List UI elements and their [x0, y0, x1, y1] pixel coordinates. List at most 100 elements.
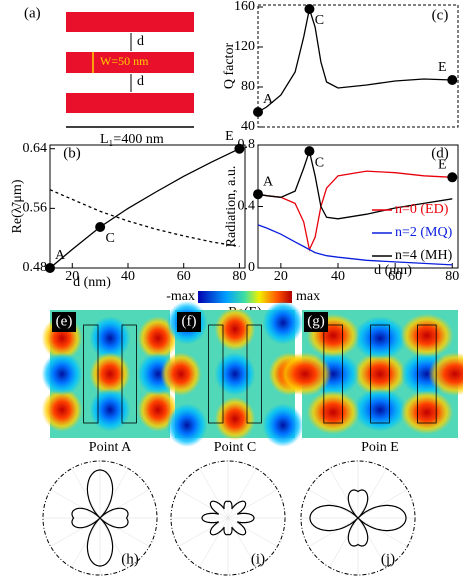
field-lobe — [400, 390, 454, 435]
polar-grid — [308, 517, 359, 547]
polar-grid — [71, 468, 101, 519]
y-tick-label: 40 — [241, 119, 255, 134]
rod — [66, 12, 194, 32]
polar-grid — [329, 517, 359, 568]
label: W=50 nm — [100, 54, 149, 68]
field-lobe — [278, 352, 332, 396]
field-lobe — [214, 397, 256, 441]
polar-grid — [199, 468, 229, 519]
label: L₁=400 nm — [100, 132, 164, 147]
y-tick-label: 0.56 — [23, 201, 48, 216]
point-label: A — [55, 248, 66, 263]
rod-outline — [370, 324, 390, 424]
panel-label: (i) — [251, 551, 265, 567]
label: d — [137, 34, 144, 49]
field-lobe — [306, 390, 360, 435]
caption: Poin E — [361, 440, 399, 455]
chart: 40 80 120 160 Q factor (c) A C E — [222, 0, 459, 134]
x-tick-label: 60 — [388, 269, 402, 284]
rod-outline — [417, 324, 437, 424]
field-lobe — [353, 352, 407, 396]
point-marker — [447, 75, 458, 85]
field-lobe — [353, 388, 407, 432]
x-tick-label: 40 — [121, 269, 135, 284]
label-box — [177, 312, 201, 332]
field-maps: (e) Point A (f) Point C (g) Poin E — [41, 301, 463, 455]
plot-frame — [257, 4, 459, 128]
field-lobe — [262, 403, 304, 447]
polar-grid — [227, 489, 278, 519]
field-lobe — [428, 352, 463, 396]
field-lobe — [353, 316, 407, 360]
series-line — [257, 224, 453, 266]
label: d — [137, 74, 144, 89]
point-label: E — [438, 158, 447, 173]
panel-label: (f) — [182, 313, 197, 329]
point-marker — [304, 4, 315, 14]
x-tick-label: 40 — [331, 269, 345, 284]
radiation-pattern — [201, 500, 255, 536]
label-box — [304, 312, 328, 332]
polar-grid — [99, 489, 150, 519]
y-axis-title: Re(λ̃/μm) — [10, 179, 25, 233]
panel-label: (h) — [121, 551, 139, 567]
point-label: C — [105, 231, 114, 246]
polar-grid — [50, 517, 101, 547]
point-marker — [234, 143, 245, 154]
field-lobe — [41, 352, 83, 396]
panel-label: (b) — [63, 145, 81, 161]
polar-grid — [357, 517, 408, 547]
point-label: E — [438, 60, 447, 75]
y-axis-title: Radiation, a.u. — [224, 166, 239, 248]
polar-grid — [99, 517, 129, 568]
panel-label: (c) — [432, 7, 449, 23]
polar-grid — [357, 517, 387, 568]
x-axis-title: d (nm) — [374, 263, 412, 278]
polar-plots: (h) (i) (j) — [42, 460, 416, 576]
polar-grid — [178, 489, 229, 519]
radiation-pattern — [309, 489, 407, 547]
rod-outline — [83, 324, 99, 424]
polar-grid — [227, 517, 278, 547]
point-marker — [45, 263, 55, 273]
x-tick-label: 80 — [445, 269, 459, 284]
rod-outline — [208, 324, 224, 424]
polar-grid — [50, 489, 101, 519]
panel-label: (g) — [307, 313, 325, 329]
colorbar-bar — [198, 291, 292, 303]
y-tick-label: 0 — [248, 260, 255, 275]
rod-outline — [121, 324, 137, 424]
series-line — [257, 170, 453, 252]
rod — [66, 52, 194, 73]
field-lobe — [262, 301, 304, 345]
series-line — [49, 148, 240, 269]
chart: 0.48 0.56 0.64 20 40 60 80 Re(λ̃/μm) d (nm) (b) A C… — [10, 129, 246, 290]
y-tick-label: 0.4 — [238, 199, 256, 214]
radiation-pattern — [71, 469, 129, 567]
polar-grid — [227, 468, 257, 519]
rod — [66, 93, 194, 113]
panel-label: (j) — [381, 551, 395, 567]
y-tick-label: 0.64 — [23, 141, 48, 156]
polar-grid — [227, 517, 257, 568]
polar-grid — [199, 517, 229, 568]
polar-grid — [329, 468, 359, 519]
y-axis-title: Q factor — [222, 43, 237, 90]
y-tick-label: 80 — [241, 79, 255, 94]
x-tick-label: 20 — [65, 269, 79, 284]
point-label: C — [315, 13, 324, 28]
schematic: (a) d W=50 nm d L₁=400 nm — [24, 5, 194, 147]
label-box — [52, 312, 76, 332]
rod-outline — [323, 324, 343, 424]
x-tick-label: 60 — [177, 269, 191, 284]
plot-frame — [49, 144, 246, 269]
y-tick-label: 0.48 — [23, 260, 48, 275]
x-axis-title: d (nm) — [73, 275, 111, 290]
y-tick-label: 120 — [234, 39, 255, 54]
field-lobe — [166, 403, 208, 447]
field-lobe — [214, 307, 256, 351]
polar-grid — [357, 468, 387, 519]
x-tick-label: 80 — [232, 269, 246, 284]
colorbar-min: -max — [166, 289, 195, 304]
polar-grid — [99, 517, 150, 547]
